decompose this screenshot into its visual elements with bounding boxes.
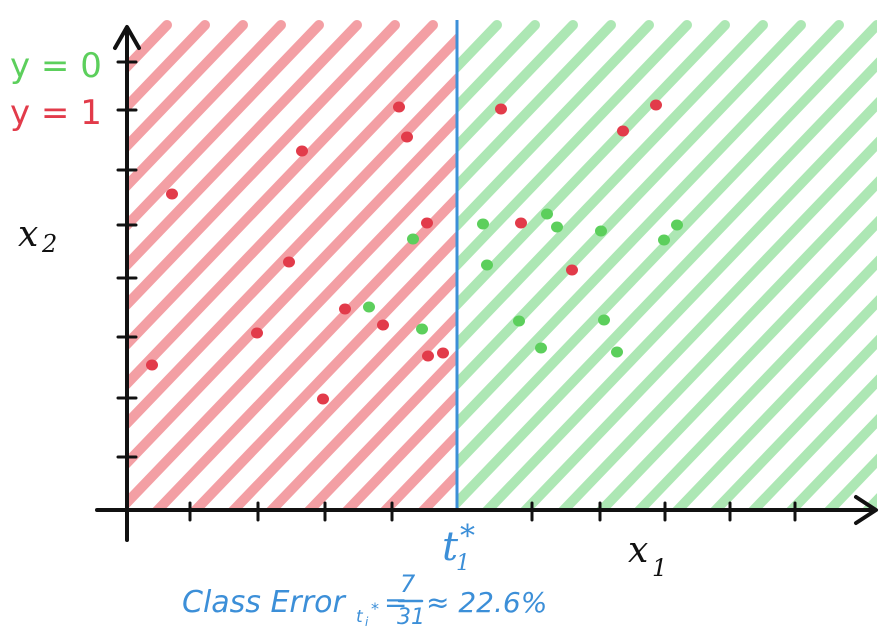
green-data-point [598, 314, 610, 326]
red-hatch-stroke [188, 230, 457, 510]
legend-class-1: y = 1 [10, 93, 102, 133]
green-hatch-stroke [457, 20, 730, 312]
class-error-subscript-index: i [365, 615, 369, 629]
red-hatch-stroke [264, 309, 457, 510]
green-data-point [535, 342, 547, 354]
green-data-point [595, 225, 607, 237]
green-hatch-stroke [632, 255, 877, 510]
green-hatch-stroke [457, 20, 768, 352]
class-error-numerator: 7 [400, 570, 416, 598]
red-hatch-stroke [127, 20, 286, 193]
class-error-denominator: 31 [397, 605, 425, 630]
y-axis-label-main: x [18, 214, 38, 255]
red-data-point [515, 217, 527, 229]
red-data-point [146, 359, 158, 371]
x-axis-arrow-icon [854, 495, 878, 525]
threshold-label: t 1 * [442, 519, 475, 576]
red-data-point [437, 347, 449, 359]
green-hatch-stroke [457, 20, 877, 471]
green-hatch-stroke [518, 136, 877, 510]
y-axis-arrow-icon [113, 25, 141, 50]
threshold-label-subscript: 1 [456, 551, 470, 576]
red-data-point [650, 99, 662, 111]
green-data-point [541, 208, 553, 220]
green-hatch-stroke [784, 413, 877, 510]
class-1-region-hatching [127, 20, 457, 510]
red-hatch-stroke [302, 349, 457, 510]
class-0-region-hatching [457, 20, 877, 510]
red-hatch-stroke [340, 388, 457, 510]
green-data-point [611, 346, 623, 358]
threshold-label-superscript: * [460, 519, 475, 554]
green-hatch-stroke [480, 97, 877, 510]
green-data-point [416, 323, 428, 335]
green-hatch-stroke [556, 176, 877, 510]
y-axis-label: x 2 [18, 214, 57, 258]
green-data-point [407, 233, 419, 245]
red-data-point [422, 350, 434, 362]
x-axis-label-subscript: 1 [652, 554, 667, 582]
green-data-point [658, 234, 670, 246]
red-data-point [283, 256, 295, 268]
green-hatch-stroke [457, 20, 578, 154]
y-axis-label-subscript: 2 [41, 230, 57, 258]
red-hatch-stroke [150, 190, 457, 510]
class-error-word: Class Error [182, 585, 346, 620]
red-hatch-stroke [127, 111, 457, 471]
red-data-point [566, 264, 578, 276]
axis-ticks [116, 60, 797, 522]
red-hatch-stroke [127, 151, 457, 510]
data-points [146, 99, 683, 405]
red-data-point [251, 327, 263, 339]
green-hatch-stroke [594, 215, 877, 510]
red-hatch-stroke [127, 32, 457, 391]
class-error-formula: Class Error t i * = 7 31 ≈ 22.6% [182, 570, 547, 630]
green-hatch-stroke [746, 374, 877, 510]
class-error-subscript-star: * [371, 599, 379, 618]
red-hatch-stroke [127, 20, 438, 352]
axes [95, 25, 878, 542]
class-error-equals: = [384, 586, 407, 619]
x-axis-label-main: x [628, 530, 648, 571]
red-hatch-stroke [226, 270, 457, 510]
red-data-point [421, 217, 433, 229]
red-hatch-stroke [127, 20, 248, 154]
red-data-point [393, 101, 405, 113]
green-data-point [671, 219, 683, 231]
green-hatch-stroke [457, 20, 692, 273]
green-hatch-stroke [457, 20, 654, 233]
green-hatch-stroke [457, 57, 877, 510]
green-data-point [363, 301, 375, 313]
red-data-point [495, 103, 507, 115]
red-data-point [377, 319, 389, 331]
green-data-point [481, 259, 493, 271]
red-hatch-stroke [127, 20, 324, 233]
green-data-point [477, 218, 489, 230]
green-hatch-stroke [457, 20, 616, 193]
green-hatch-stroke [708, 334, 877, 510]
green-data-point [513, 315, 525, 327]
class-error-approx: ≈ 22.6% [426, 586, 547, 619]
red-data-point [339, 303, 351, 315]
red-data-point [401, 131, 413, 143]
x-axis-label: x 1 [628, 530, 667, 582]
legend-class-0: y = 0 [10, 46, 102, 86]
red-data-point [317, 393, 329, 405]
red-hatch-stroke [127, 71, 457, 431]
red-hatch-stroke [127, 20, 362, 273]
red-data-point [296, 145, 308, 157]
class-error-subscript: t [356, 607, 364, 627]
green-hatch-stroke [457, 20, 844, 431]
green-data-point [551, 221, 563, 233]
red-data-point [617, 125, 629, 137]
legend: y = 0 y = 1 [10, 46, 102, 133]
green-hatch-stroke [670, 295, 877, 510]
red-hatch-stroke [127, 20, 400, 312]
threshold-label-main: t [442, 524, 459, 570]
red-data-point [166, 188, 178, 200]
